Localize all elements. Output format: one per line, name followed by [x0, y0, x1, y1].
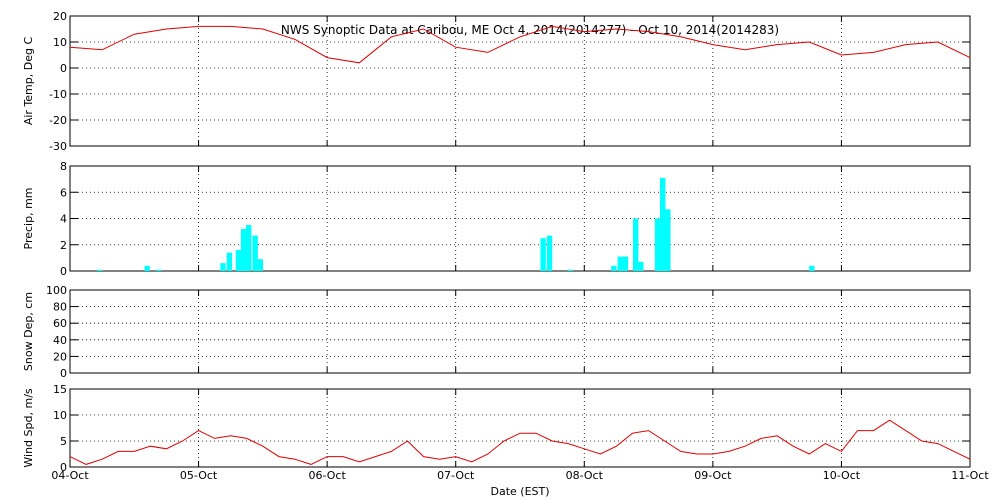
- plot-frame: [69, 388, 971, 468]
- y-tick-label: 0: [60, 461, 67, 474]
- y-tick-label: 15: [53, 383, 67, 396]
- y-tick-label: 20: [53, 10, 67, 23]
- y-axis-label: Wind Spd, m/s: [22, 388, 35, 468]
- y-tick-label: 80: [53, 301, 67, 314]
- y-tick-label: 10: [53, 36, 67, 49]
- bar: [809, 265, 815, 271]
- x-tick-label: 05-Oct: [180, 469, 218, 482]
- data-line: [69, 419, 971, 465]
- bar: [96, 269, 103, 271]
- bar: [633, 218, 639, 271]
- y-tick-label: -10: [49, 88, 67, 101]
- x-tick-label: 08-Oct: [566, 469, 604, 482]
- y-tick-label: 20: [53, 350, 67, 363]
- y-tick-label: 60: [53, 317, 67, 330]
- bar: [665, 209, 671, 271]
- bar: [252, 235, 258, 271]
- plot-frame: [69, 289, 971, 374]
- bar: [144, 265, 150, 271]
- x-axis-label: Date (EST): [490, 485, 549, 498]
- x-tick-label: 10-Oct: [823, 469, 861, 482]
- y-tick-label: 4: [60, 213, 67, 226]
- y-axis-label: Air Temp, Deg C: [22, 37, 35, 126]
- y-axis-label: Precip, mm: [22, 188, 35, 250]
- x-tick-label: 04-Oct: [51, 469, 89, 482]
- plot-frame: [69, 165, 971, 272]
- bar: [226, 252, 233, 271]
- bar: [654, 218, 661, 271]
- y-tick-label: -30: [49, 140, 67, 153]
- bar: [638, 261, 644, 271]
- y-tick-label: 0: [60, 367, 67, 380]
- bar: [540, 238, 546, 271]
- bar: [257, 259, 263, 271]
- y-tick-label: 0: [60, 62, 67, 75]
- x-tick-label: 06-Oct: [308, 469, 346, 482]
- bar: [156, 269, 162, 271]
- y-tick-label: 0: [60, 265, 67, 278]
- x-tick-label: 07-Oct: [437, 469, 475, 482]
- chart-title: NWS Synoptic Data at Caribou, ME Oct 4, …: [281, 23, 779, 37]
- y-tick-label: 5: [60, 435, 67, 448]
- y-tick-label: 2: [60, 239, 67, 252]
- y-tick-label: 8: [60, 160, 67, 173]
- y-tick-label: -20: [49, 114, 67, 127]
- bar: [611, 265, 617, 271]
- bar: [617, 256, 623, 271]
- x-tick-label: 11-Oct: [951, 469, 989, 482]
- x-tick-label: 09-Oct: [694, 469, 732, 482]
- y-tick-label: 10: [53, 409, 67, 422]
- bar: [246, 225, 252, 271]
- y-axis-label: Snow Dep, cm: [22, 292, 35, 371]
- bar: [546, 235, 553, 271]
- y-tick-label: 6: [60, 186, 67, 199]
- bar: [567, 269, 573, 271]
- bar: [622, 256, 629, 271]
- bar: [240, 229, 247, 271]
- bar: [220, 263, 226, 271]
- bar: [660, 177, 666, 271]
- bar: [235, 250, 242, 271]
- data-line: [69, 25, 971, 64]
- y-tick-label: 40: [53, 334, 67, 347]
- plot-frame: [69, 15, 971, 147]
- y-tick-label: 100: [46, 284, 67, 297]
